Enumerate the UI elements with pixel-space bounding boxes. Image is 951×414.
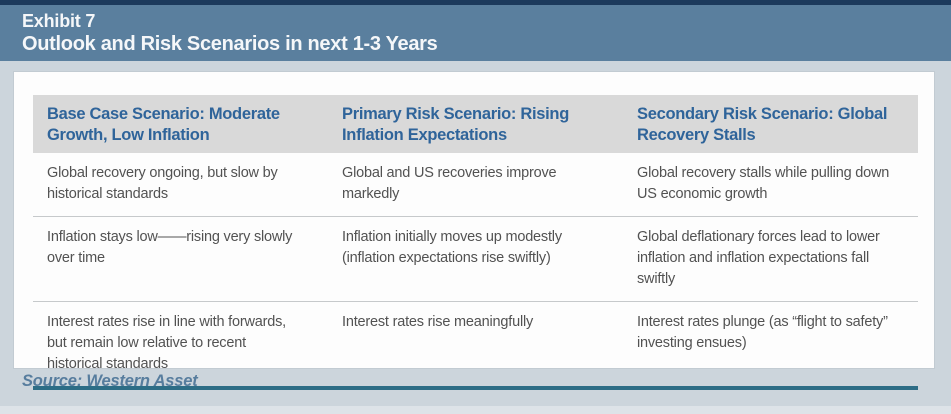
- bottom-margin-strip: [0, 406, 951, 414]
- table-cell: Interest rates rise meaningfully: [342, 314, 534, 331]
- table-header-primary-risk: Primary Risk Scenario: Rising Inflation …: [342, 105, 569, 144]
- table-cell: Global deflationary forces lead to lower…: [637, 229, 880, 288]
- table-header-row: Base Case Scenario: Moderate Growth, Low…: [33, 95, 918, 154]
- table-bottom-rule: [33, 386, 918, 391]
- table-cell: Inflation initially moves up modestly (i…: [342, 229, 562, 267]
- exhibit-title: Outlook and Risk Scenarios in next 1-3 Y…: [22, 32, 438, 55]
- table-header-secondary-risk: Secondary Risk Scenario: Global Recovery…: [637, 105, 888, 144]
- table-cell: Global recovery ongoing, but slow by his…: [47, 165, 278, 203]
- table-row-interest-rates: Interest rates rise in line with forward…: [33, 302, 918, 386]
- table-cell: Interest rates plunge (as “flight to saf…: [637, 314, 888, 352]
- scenario-table-card: Base Case Scenario: Moderate Growth, Low…: [14, 72, 934, 391]
- table-row-growth: Global recovery ongoing, but slow by his…: [33, 153, 918, 218]
- table-cell: Global and US recoveries improve markedl…: [342, 165, 557, 203]
- table-cell: Global recovery stalls while pulling dow…: [637, 165, 890, 203]
- exhibit-header-bar: Exhibit 7 Outlook and Risk Scenarios in …: [0, 0, 951, 61]
- table-cell: Inflation stays low——rising very slowly …: [47, 229, 293, 267]
- exhibit-number: Exhibit 7: [22, 11, 96, 31]
- source-attribution: Source: Western Asset: [22, 372, 198, 390]
- table-header-base-case: Base Case Scenario: Moderate Growth, Low…: [47, 105, 280, 144]
- scenario-table: Base Case Scenario: Moderate Growth, Low…: [33, 95, 918, 391]
- table-cell: Interest rates rise in line with forward…: [47, 314, 286, 373]
- table-row-inflation: Inflation stays low——rising very slowly …: [33, 217, 918, 303]
- exhibit-header-inner: Exhibit 7 Outlook and Risk Scenarios in …: [0, 5, 951, 56]
